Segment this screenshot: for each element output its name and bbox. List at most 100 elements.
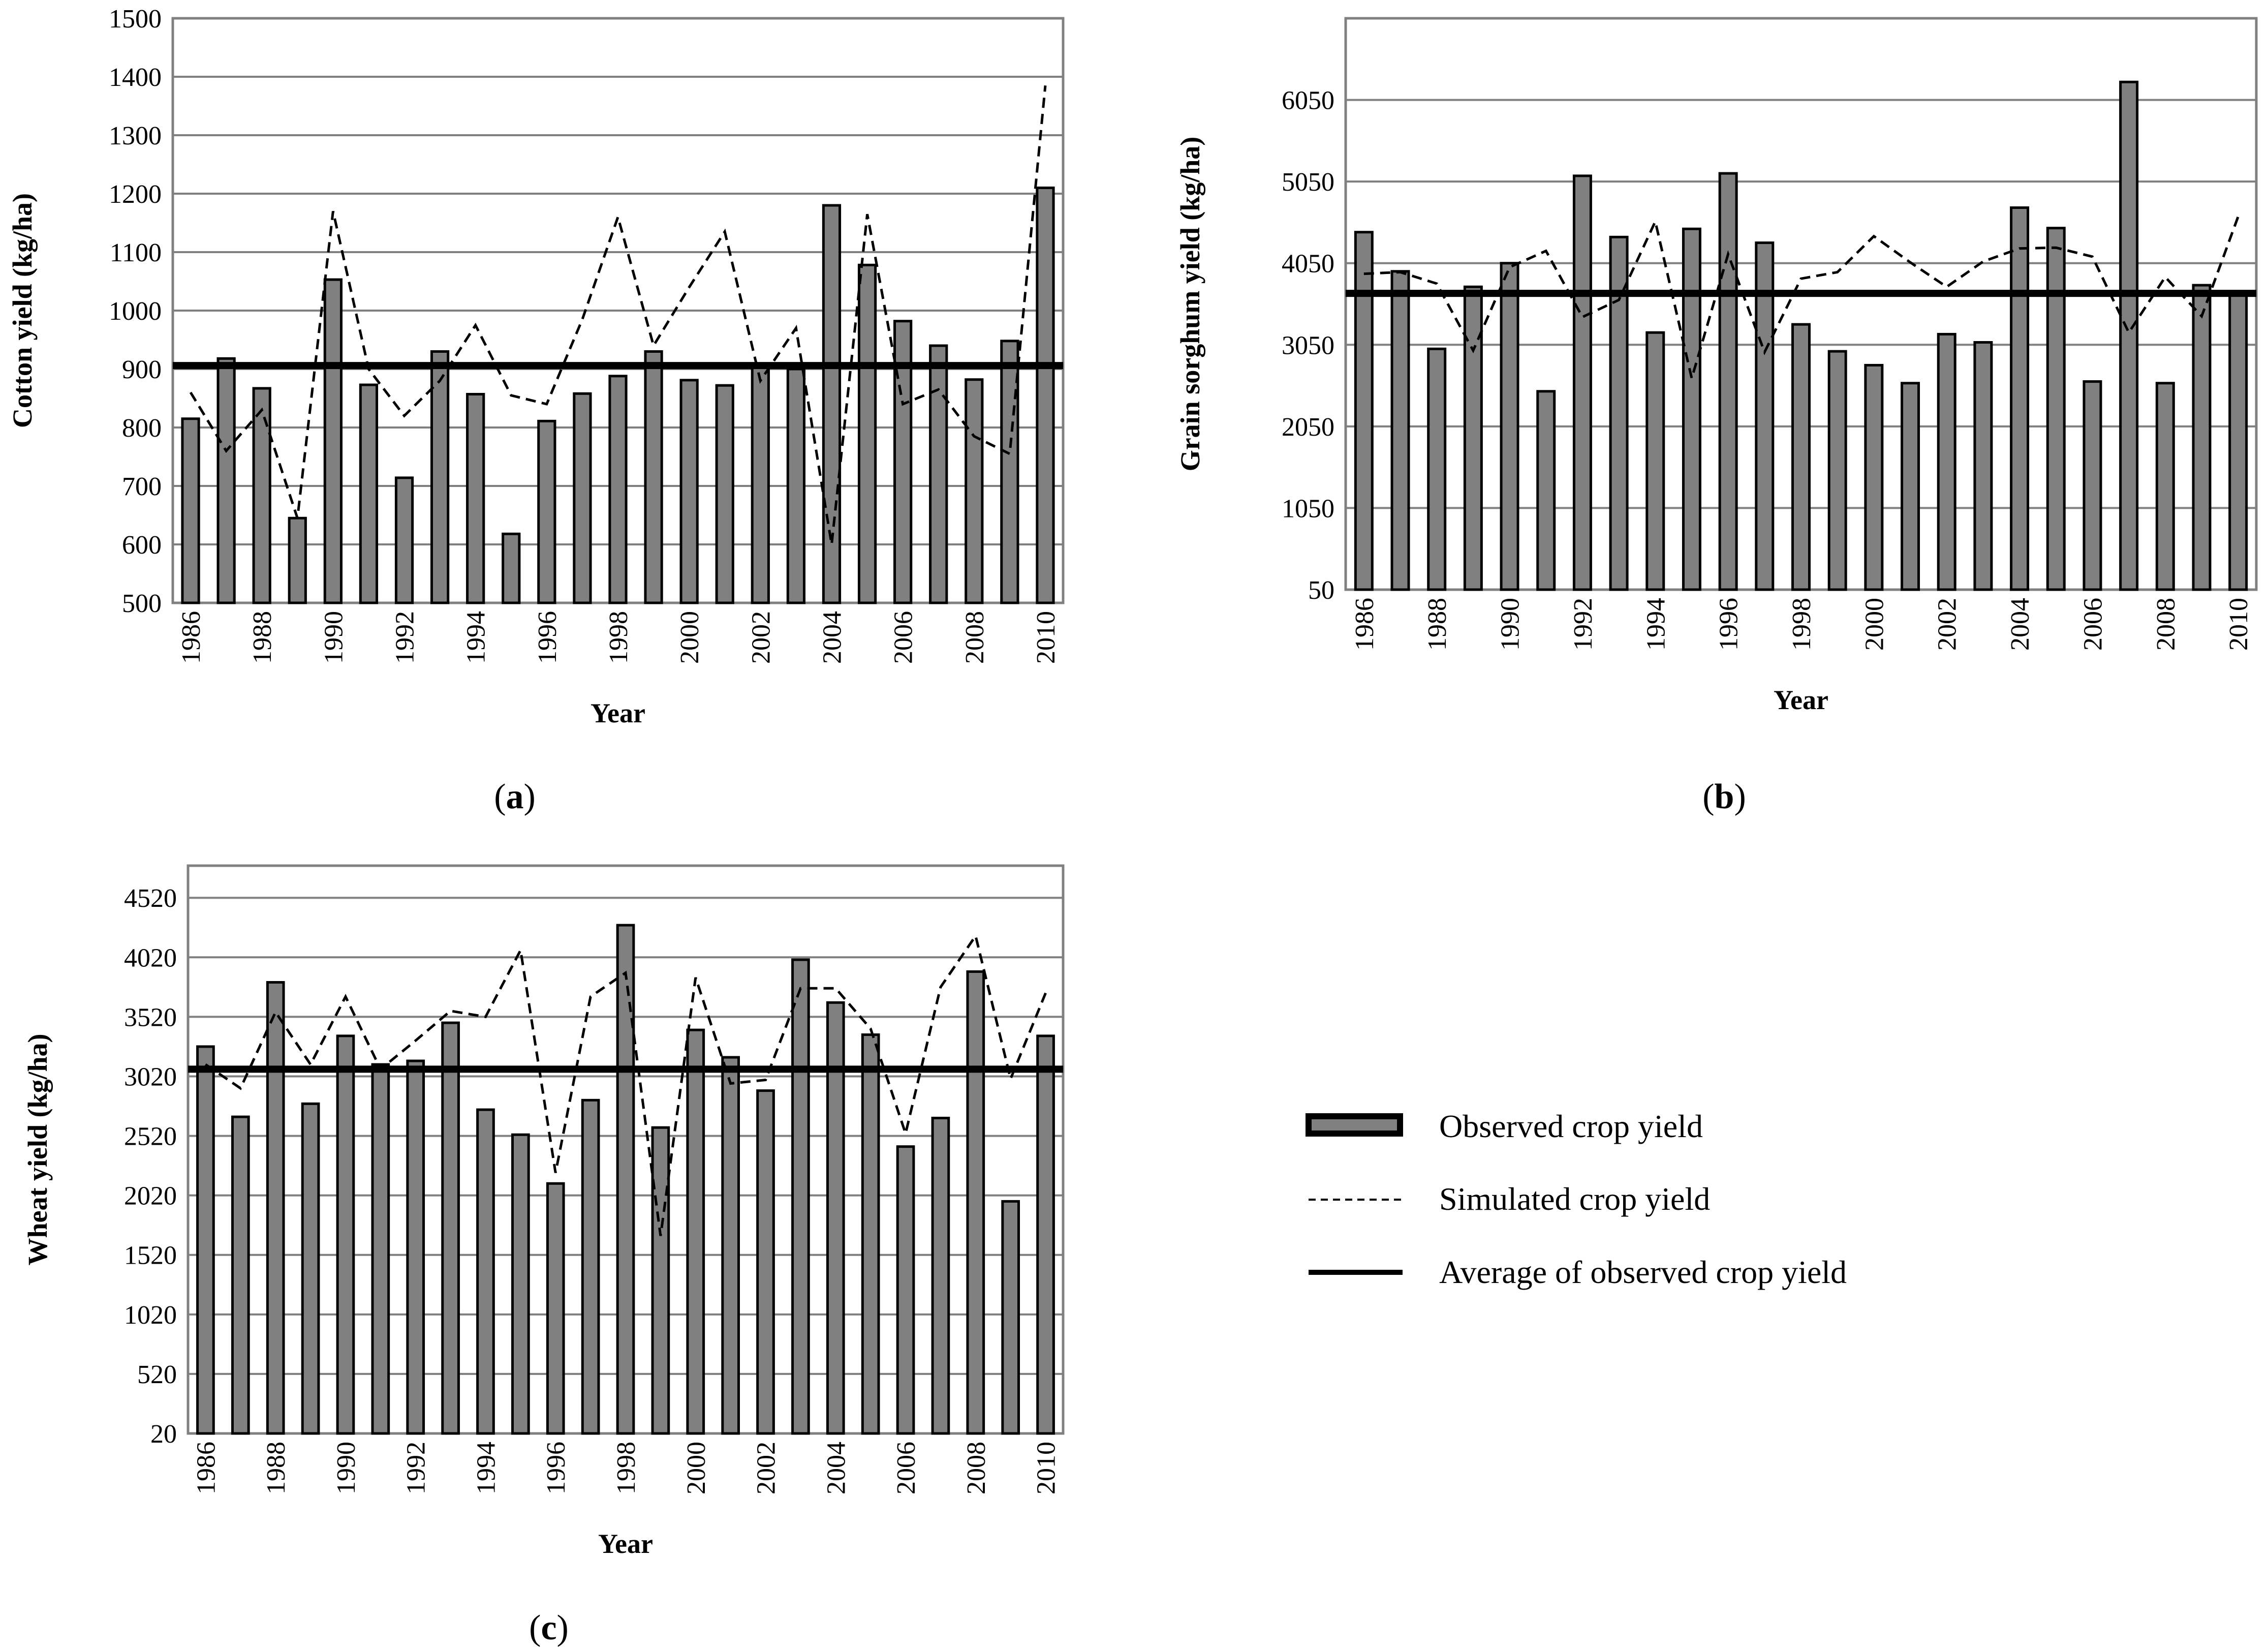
legend-label-average: Average of observed crop yield (1439, 1254, 1847, 1290)
chart-a-xtick-label: 1990 (319, 611, 348, 664)
chart-a-bar-1994 (466, 392, 485, 604)
chart-b-xtick-label: 1986 (1350, 598, 1379, 651)
chart-b-xtick-label: 1992 (1569, 598, 1598, 651)
chart-b-y-axis-title: Grain sorghum yield (kg/ha) (1175, 137, 1205, 472)
chart-a-xtick-label: 2000 (675, 611, 704, 664)
chart-c-xtick-label: 1986 (192, 1442, 221, 1494)
chart-b-xtick-label: 2004 (2006, 598, 2035, 651)
chart-c-bar-2010 (1036, 1034, 1055, 1435)
chart-a-xtick-label: 1998 (604, 611, 633, 664)
chart-c-bar-2000 (686, 1028, 705, 1435)
chart-c-bar-1991 (371, 1063, 390, 1435)
chart-c-bar-2009 (1001, 1200, 1020, 1435)
chart-b-bar-1994 (1645, 331, 1665, 591)
chart-b-bar-2002 (1937, 332, 1956, 591)
chart-b-ytick-label: 2050 (1282, 413, 1334, 442)
panel-c-label: (c) (529, 1608, 569, 1647)
chart-b-bar-1999 (1827, 350, 1847, 591)
chart-a-bar-2005 (857, 263, 877, 604)
chart-c-xtick-label: 1988 (262, 1442, 291, 1494)
legend: Observed crop yield Simulated crop yield… (1306, 1108, 1847, 1290)
chart-a-ytick-label: 900 (122, 355, 162, 384)
chart-b-ytick-label: 4050 (1282, 250, 1334, 279)
chart-b-ytick-label: 1050 (1282, 494, 1334, 523)
chart-b-ytick-label: 5050 (1282, 168, 1334, 197)
chart-c-ytick-label: 1020 (124, 1301, 177, 1330)
chart-b-bar-1989 (1463, 285, 1483, 591)
chart-c-bar-1987 (231, 1115, 250, 1435)
chart-c-xtick-label: 1996 (542, 1442, 571, 1494)
chart-b-bar-2004 (2010, 206, 2030, 591)
chart-a-xtick-label: 2010 (1032, 611, 1061, 664)
chart-b-xtick-label: 1996 (1715, 598, 1744, 651)
chart-a-bar-1998 (608, 375, 628, 604)
chart-b-xtick-label: 2000 (1860, 598, 1889, 651)
chart-c-simulated-line (204, 933, 1047, 1236)
chart-b-bar-2008 (2155, 382, 2175, 591)
panel-b-label-letter: b (1715, 777, 1734, 816)
chart-b-bar-1997 (1755, 241, 1775, 591)
chart-a-bar-1991 (359, 383, 379, 604)
chart-a-ytick-label: 1300 (109, 121, 162, 150)
chart-a-bar-1989 (288, 516, 307, 604)
chart-b-bar-1996 (1718, 172, 1738, 591)
chart-a-bar-2002 (751, 366, 770, 604)
chart-a-xtick-label: 2004 (818, 611, 847, 664)
chart-b-bar-2010 (2228, 291, 2248, 591)
chart-c-ytick-label: 3020 (124, 1062, 177, 1091)
chart-b-bar-2007 (2119, 80, 2139, 591)
chart-c-xtick-label: 1990 (332, 1442, 361, 1494)
chart-a-ytick-label: 600 (122, 531, 162, 560)
chart-c-bar-1988 (266, 981, 285, 1435)
chart-a-xtick-label: 1992 (391, 611, 420, 664)
chart-c-bar-2003 (791, 958, 810, 1435)
chart-b-xtick-label: 1990 (1496, 598, 1525, 651)
chart-c-ytick-label: 1520 (124, 1241, 177, 1270)
chart-b-xtick-label: 2002 (1933, 598, 1962, 651)
chart-a-xtick-label: 2006 (889, 611, 918, 664)
chart-a-bar-2004 (822, 204, 842, 604)
chart-a-bar-1988 (252, 387, 271, 604)
chart-a-bar-1993 (430, 350, 450, 604)
chart-a-bar-2009 (1000, 340, 1019, 604)
chart-b-bar-2005 (2046, 227, 2066, 591)
chart-a-bar-1999 (644, 350, 663, 604)
chart-c-bar-2007 (931, 1116, 950, 1435)
panel-c-label-letter: c (541, 1608, 556, 1647)
chart-c-ytick-label: 520 (137, 1360, 177, 1389)
chart-a-ytick-label: 1500 (109, 5, 162, 34)
chart-a-bar-1992 (394, 476, 414, 604)
chart-b-xtick-label: 2010 (2224, 598, 2253, 651)
chart-c-bar-2001 (721, 1056, 740, 1435)
chart-a-ytick-label: 1200 (109, 180, 162, 209)
chart-b-ytick-label: 50 (1308, 576, 1334, 605)
chart-a-xtick-label: 1994 (462, 611, 491, 664)
chart-b-bar-1998 (1791, 323, 1811, 591)
chart-c-xtick-label: 2002 (752, 1442, 781, 1494)
chart-c-xtick-label: 1994 (472, 1442, 501, 1494)
chart-b-simulated-line (1363, 216, 2240, 383)
chart-b-xtick-label: 1994 (1641, 598, 1670, 651)
chart-a-ytick-label: 700 (122, 472, 162, 501)
chart-c-ytick-label: 4520 (124, 884, 177, 913)
panel-b-label: (b) (1702, 777, 1746, 816)
chart-c-bar-2002 (756, 1089, 775, 1435)
chart-a-ytick-label: 1000 (109, 297, 162, 326)
chart-c-xtick-label: 1992 (402, 1442, 431, 1494)
chart-a-simulated-line (189, 85, 1047, 545)
chart-b-bar-2000 (1864, 363, 1884, 591)
chart-a-bar-2010 (1036, 187, 1055, 604)
chart-b-ytick-label: 3050 (1282, 331, 1334, 360)
chart-a-bar-2001 (715, 384, 734, 604)
chart-b-bar-2001 (1901, 382, 1920, 591)
chart-b-bar-1991 (1536, 390, 1556, 591)
chart-c-xtick-label: 2006 (892, 1442, 921, 1494)
chart-b-ytick-label: 6050 (1282, 86, 1334, 115)
panel-b-chart: 50 1050 2050 3050 4050 5050 6050 1986 1988 1990 19… (1175, 17, 2258, 715)
chart-c-bar-1996 (546, 1182, 565, 1435)
chart-a-xtick-label: 1986 (177, 611, 206, 664)
chart-a-bar-1987 (216, 357, 236, 604)
chart-c-bar-2005 (861, 1033, 880, 1435)
